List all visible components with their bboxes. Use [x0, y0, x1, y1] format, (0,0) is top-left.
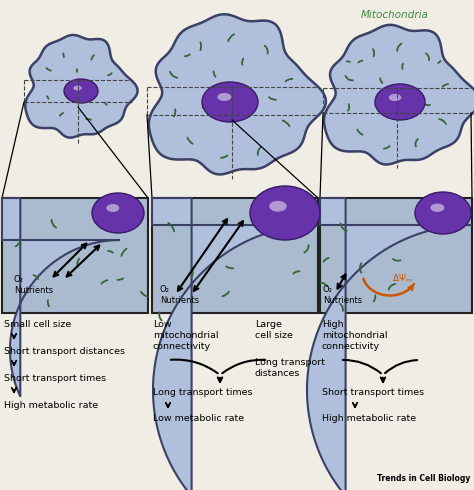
Text: Mitochondria: Mitochondria	[361, 10, 429, 20]
Text: High metabolic rate: High metabolic rate	[4, 401, 98, 410]
Text: Long transport
distances: Long transport distances	[255, 358, 325, 378]
Ellipse shape	[250, 186, 320, 240]
Polygon shape	[149, 14, 326, 174]
Text: Small cell size: Small cell size	[4, 320, 71, 329]
Ellipse shape	[269, 201, 287, 212]
Text: O₂
Nutrients: O₂ Nutrients	[323, 285, 362, 305]
Polygon shape	[324, 25, 474, 165]
Text: Long transport times: Long transport times	[153, 388, 253, 397]
Ellipse shape	[106, 204, 119, 212]
Ellipse shape	[202, 82, 258, 122]
Bar	[2, 198, 148, 313]
Text: Short transport times: Short transport times	[322, 388, 424, 397]
Polygon shape	[25, 35, 137, 138]
Ellipse shape	[64, 79, 98, 103]
Bar	[152, 198, 318, 313]
Text: High
mitochondrial
connectivity: High mitochondrial connectivity	[322, 320, 388, 351]
Ellipse shape	[389, 94, 401, 101]
Bar	[320, 198, 472, 313]
Text: Trends in Cell Biology: Trends in Cell Biology	[377, 474, 470, 483]
Ellipse shape	[218, 93, 231, 101]
Text: Low
mitochondrial
connectivity: Low mitochondrial connectivity	[153, 320, 219, 351]
Text: Short transport times: Short transport times	[4, 374, 106, 383]
Ellipse shape	[73, 86, 82, 90]
Ellipse shape	[415, 192, 471, 234]
Text: O₂
Nutrients: O₂ Nutrients	[160, 285, 199, 305]
Text: High metabolic rate: High metabolic rate	[322, 414, 416, 423]
Text: $\Delta\Psi_m$: $\Delta\Psi_m$	[392, 272, 413, 285]
Text: Low metabolic rate: Low metabolic rate	[153, 414, 244, 423]
Polygon shape	[307, 198, 472, 490]
Text: Short transport distances: Short transport distances	[4, 347, 125, 356]
Ellipse shape	[375, 84, 425, 120]
Polygon shape	[152, 198, 318, 490]
Polygon shape	[2, 198, 120, 396]
Text: O₂
Nutrients: O₂ Nutrients	[14, 275, 53, 295]
Ellipse shape	[430, 203, 445, 212]
Text: Large
cell size: Large cell size	[255, 320, 293, 340]
Ellipse shape	[92, 193, 144, 233]
